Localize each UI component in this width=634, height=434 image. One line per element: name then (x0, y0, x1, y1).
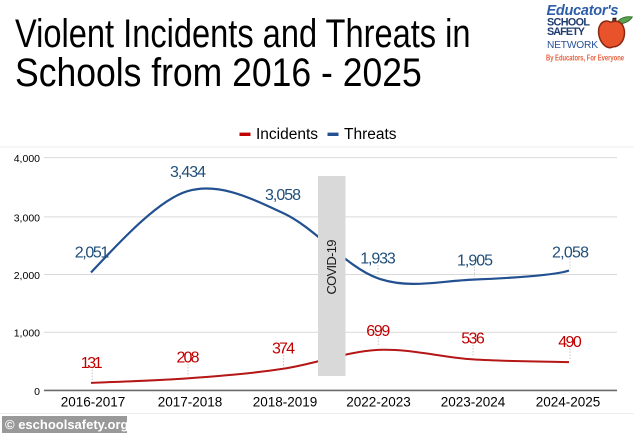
svg-text:Incidents: Incidents (256, 126, 318, 143)
svg-text:2,051: 2,051 (75, 245, 110, 262)
svg-text:208: 208 (177, 350, 200, 367)
svg-text:3,058: 3,058 (265, 187, 301, 204)
svg-text:By Educators, For Everyone: By Educators, For Everyone (546, 54, 624, 63)
svg-text:2016-2017: 2016-2017 (61, 395, 126, 410)
svg-text:1,000: 1,000 (14, 328, 40, 340)
svg-text:NETWORK: NETWORK (547, 40, 598, 51)
svg-text:2,000: 2,000 (14, 270, 40, 282)
svg-text:3,000: 3,000 (14, 212, 40, 224)
svg-text:1,933: 1,933 (360, 250, 396, 267)
svg-text:Educator's: Educator's (547, 3, 619, 19)
svg-text:SAFETY: SAFETY (547, 26, 586, 38)
svg-text:Threats: Threats (344, 126, 397, 143)
svg-text:3,434: 3,434 (170, 164, 206, 181)
svg-text:COVID-19: COVID-19 (324, 240, 339, 295)
svg-text:SCHOOL: SCHOOL (547, 17, 590, 29)
svg-text:2017-2018: 2017-2018 (158, 395, 223, 410)
svg-text:490: 490 (558, 334, 582, 351)
svg-text:1,905: 1,905 (457, 252, 493, 269)
svg-text:2018-2019: 2018-2019 (253, 395, 318, 410)
svg-text:131: 131 (81, 355, 103, 372)
svg-text:4,000: 4,000 (14, 153, 40, 165)
svg-text:0: 0 (34, 386, 40, 398)
svg-text:536: 536 (461, 331, 485, 348)
svg-text:699: 699 (366, 323, 390, 340)
svg-text:374: 374 (272, 341, 295, 358)
svg-text:2,058: 2,058 (552, 244, 589, 261)
svg-text:2024-2025: 2024-2025 (536, 395, 601, 410)
svg-text:2023-2024: 2023-2024 (441, 395, 506, 410)
svg-text:2022-2023: 2022-2023 (346, 395, 411, 410)
